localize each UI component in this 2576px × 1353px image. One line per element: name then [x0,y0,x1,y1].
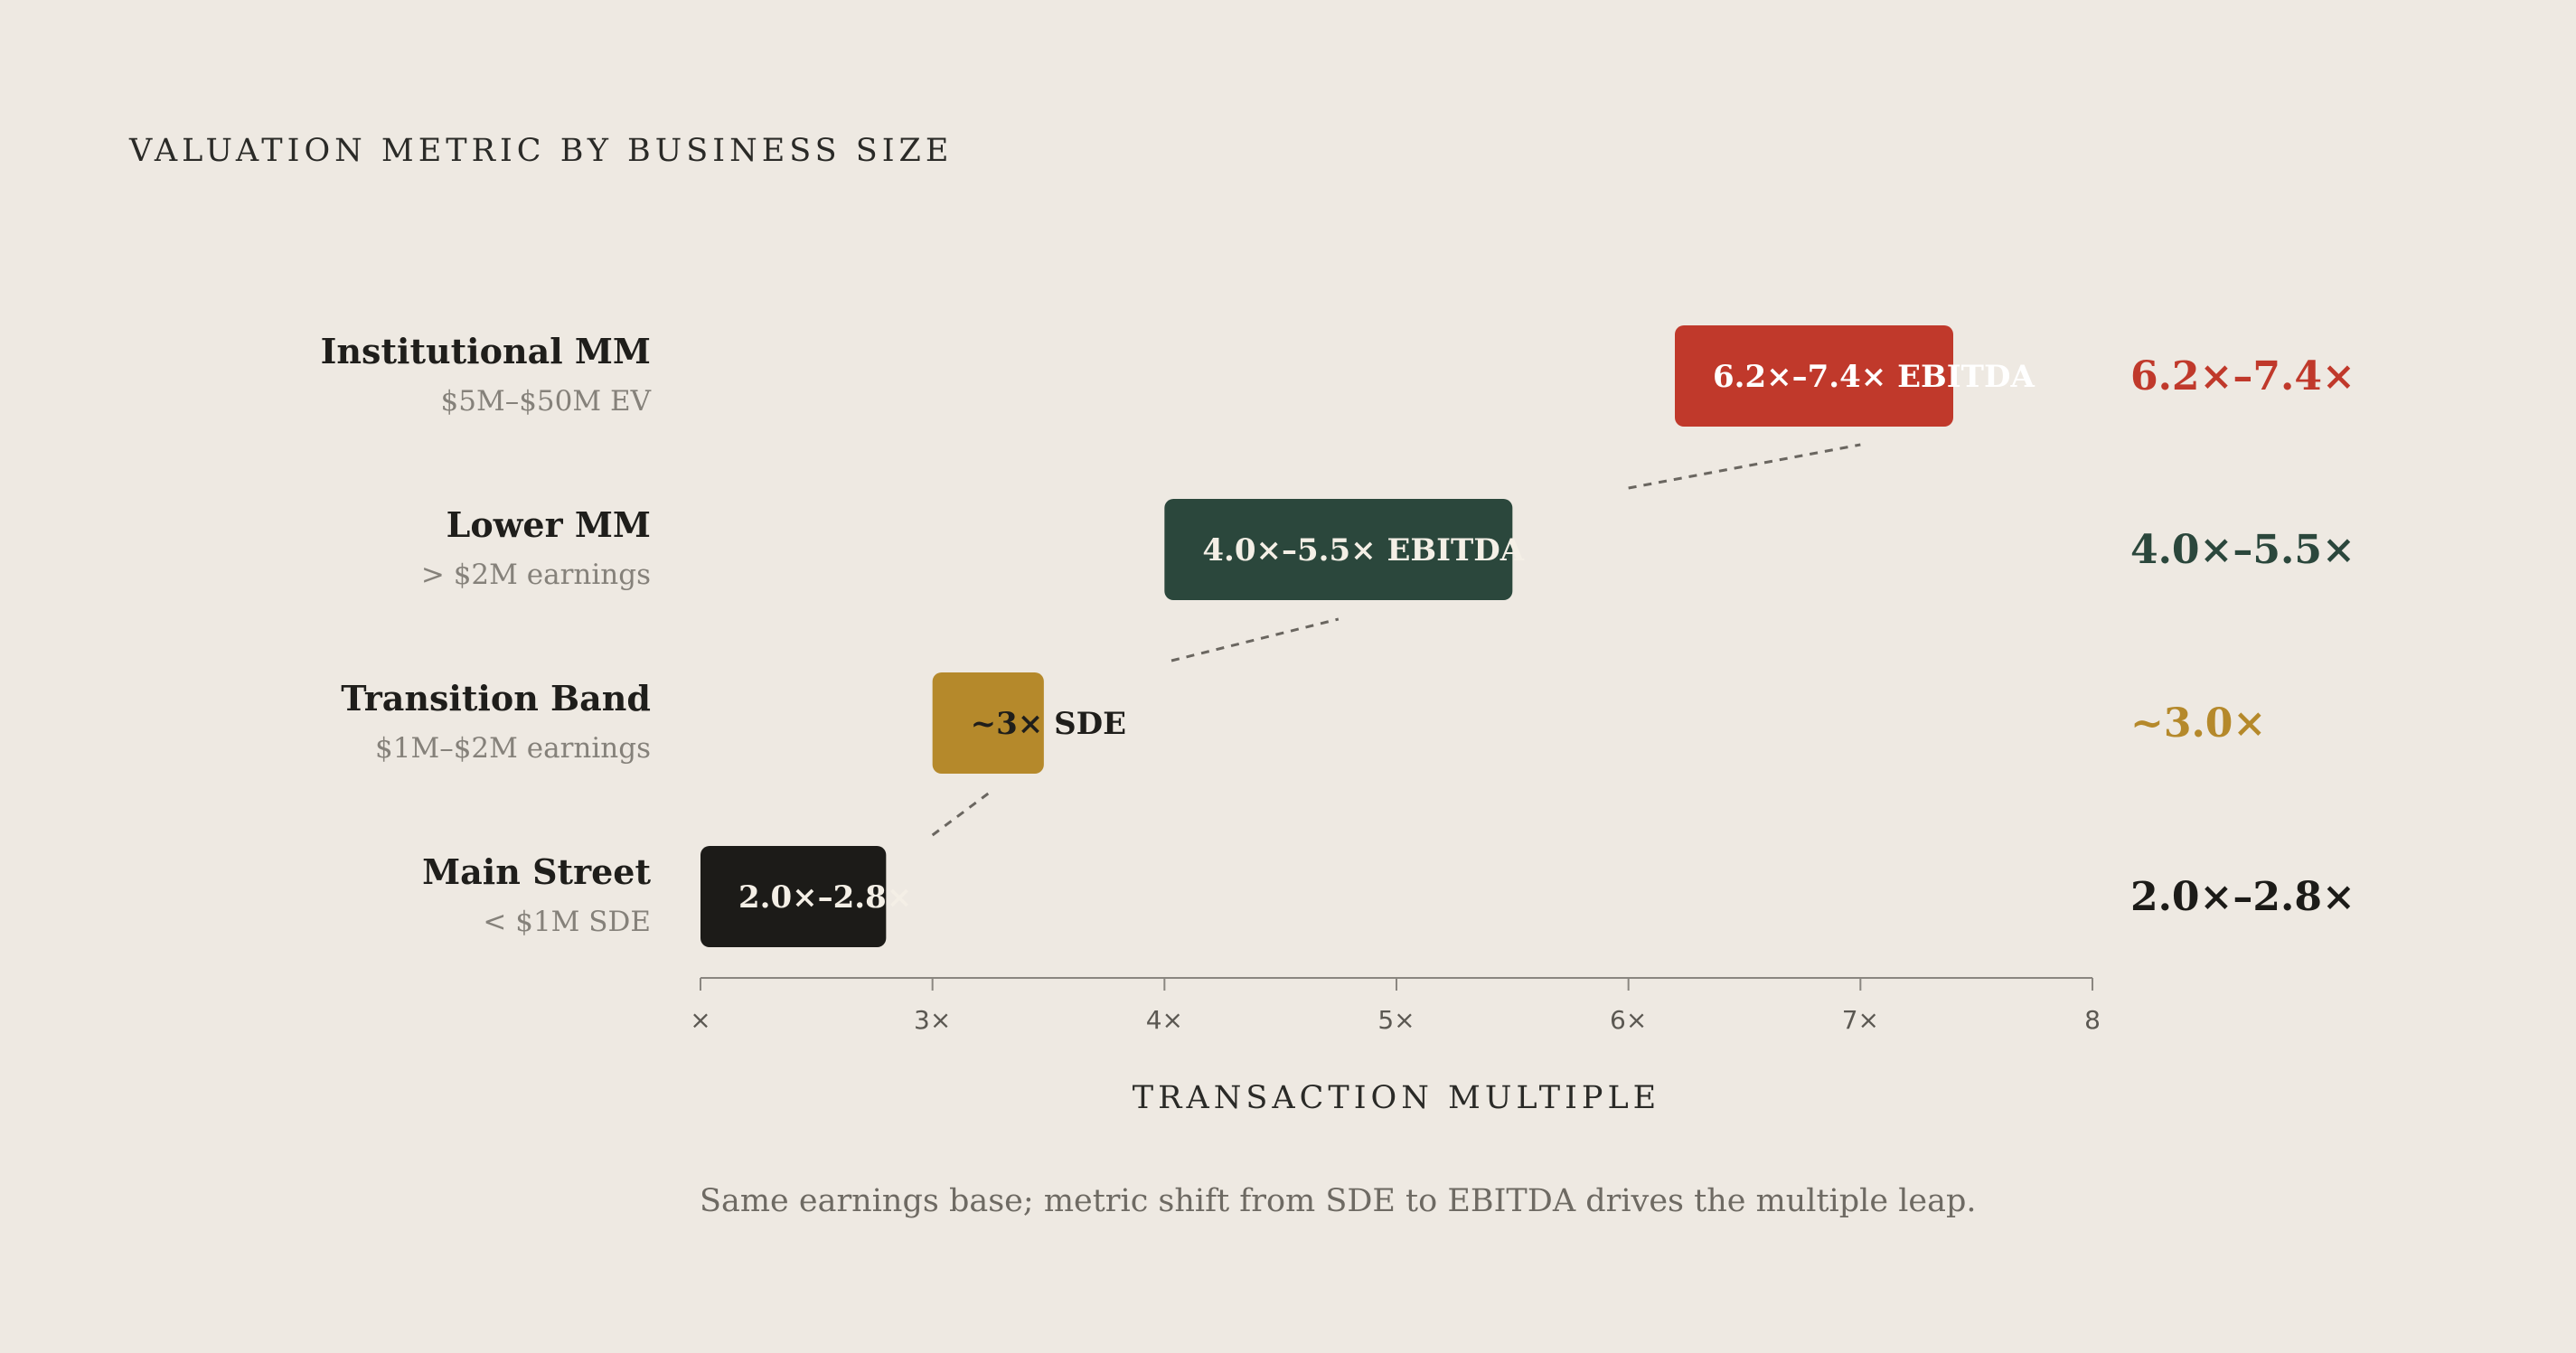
x-tick-label: 6× [1610,1005,1647,1035]
category-name: Lower MM [447,504,651,545]
bar-main-street [700,846,887,947]
bar-institutional-mm [1675,325,1953,427]
connector-line [1170,617,1340,662]
connector-line [1628,443,1861,490]
x-tick-label: × [690,1005,710,1035]
connector-line [931,792,990,837]
x-axis-title: TRANSACTION MULTIPLE [1133,1080,1660,1116]
range-value: 4.0×–5.5× [2130,527,2355,573]
category-name: Transition Band [341,678,651,719]
bar-label: 6.2×–7.4× EBITDA [1713,359,2035,395]
row-main-street: Main Street < $1M SDE 2.0×–2.8× 2.0×–2.8× [422,846,2355,947]
range-value: 2.0×–2.8× [2130,874,2355,920]
category-subtitle: $1M–$2M earnings [375,732,651,765]
chart-rows: Institutional MM $5M–$50M EV 6.2×–7.4× EBI… [321,325,2355,947]
x-tick-label: 4× [1146,1005,1183,1035]
bar-lower-mm [1164,499,1513,600]
x-tick-label: 7× [1842,1005,1879,1035]
range-value: 6.2×–7.4× [2130,353,2355,399]
row-institutional-mm: Institutional MM $5M–$50M EV 6.2×–7.4× EBI… [321,325,2355,427]
row-transition-band: Transition Band $1M–$2M earnings ~3× SDE ~3… [341,672,2266,774]
x-tick-label: 5× [1377,1005,1415,1035]
bar-label: 4.0×–5.5× EBITDA [1202,532,1524,568]
x-axis: × 3× 4× 5× 6× 7× 8 [690,977,2101,1035]
category-subtitle: $5M–$50M EV [441,385,652,418]
row-lower-mm: Lower MM > $2M earnings 4.0×–5.5× EBITDA 4.… [421,499,2355,600]
footnote: Same earnings base; metric shift from SD… [700,1183,1977,1219]
chart-title: VALUATION METRIC BY BUSINESS SIZE [128,133,953,169]
connector-lines [931,443,1861,837]
category-subtitle: < $1M SDE [483,906,651,938]
x-tick-label: 3× [914,1005,951,1035]
range-value: ~3.0× [2130,700,2266,747]
category-subtitle: > $2M earnings [421,559,651,591]
bar-label: 2.0×–2.8× [738,879,912,916]
bar-transition-band [932,672,1044,774]
category-name: Institutional MM [321,331,651,371]
x-tick-label: 8 [2084,1005,2101,1035]
bar-label: ~3× SDE [971,706,1126,742]
category-name: Main Street [422,851,651,892]
